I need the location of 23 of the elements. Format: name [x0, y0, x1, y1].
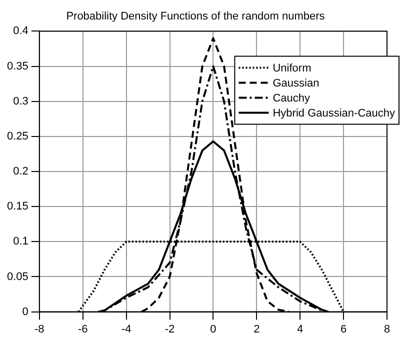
y-tick-label: 0: [22, 306, 28, 318]
x-tick-label: -2: [164, 323, 175, 336]
y-tick-label: 0.15: [6, 200, 28, 213]
x-tick-label: -6: [78, 323, 88, 336]
y-tick-label: 0.1: [13, 236, 28, 248]
y-tick-label: 0.25: [6, 130, 28, 142]
legend-label: Gaussian: [272, 78, 320, 90]
y-tick-label: 0.2: [13, 166, 28, 178]
y-tick-label: 0.35: [6, 60, 28, 72]
x-tick-label: -8: [34, 323, 44, 336]
x-tick-label: 6: [340, 323, 347, 336]
x-tick-label: 2: [254, 323, 260, 336]
y-tick-label: 0.4: [13, 25, 28, 38]
legend-label: Uniform: [272, 62, 312, 75]
y-tick-label: 0.3: [13, 95, 28, 108]
x-tick-label: 8: [384, 323, 390, 336]
legend-label: Cauchy: [272, 92, 311, 105]
legend-label: Hybrid Gaussian-Cauchy: [272, 108, 396, 120]
x-tick-label: 0: [210, 323, 216, 336]
x-tick-label: -4: [121, 323, 132, 336]
y-tick-label: 0.05: [6, 270, 28, 283]
chart-title: Probability Density Functions of the random numbers: [66, 10, 326, 23]
x-tick-label: 4: [297, 323, 304, 336]
